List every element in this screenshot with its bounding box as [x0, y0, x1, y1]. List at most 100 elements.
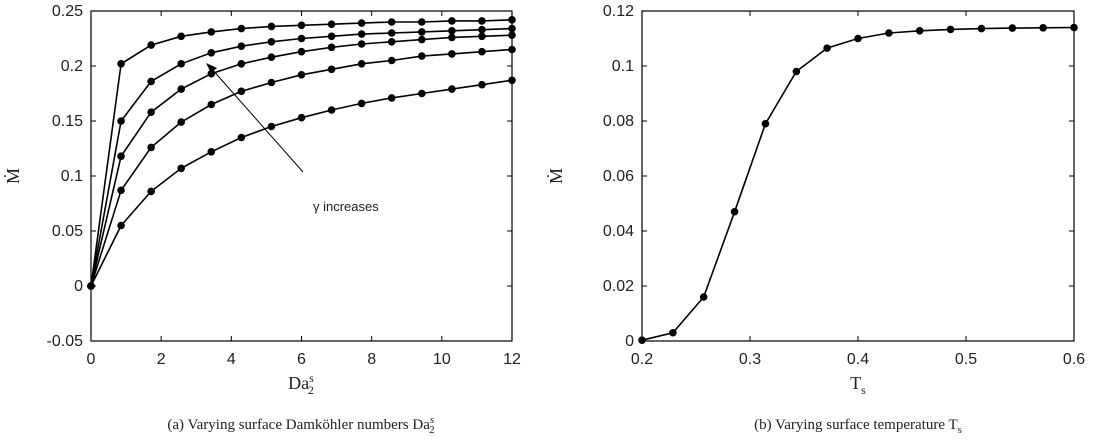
- panel-b-y-axis-label: Ṁ: [546, 168, 566, 184]
- data-point: [387, 29, 396, 37]
- panel-a-caption-sub: 2: [429, 424, 435, 436]
- series-line-1: [641, 26, 1075, 341]
- panel-a-series-layer: [87, 15, 516, 290]
- data-point: [357, 40, 366, 48]
- x-tick-label: 0.2: [631, 351, 653, 368]
- data-point: [327, 20, 336, 29]
- data-point: [508, 31, 516, 39]
- y-tick-label: 0.08: [603, 113, 634, 130]
- x-tick-label: 0: [87, 351, 96, 368]
- data-point: [387, 56, 396, 65]
- data-point: [387, 94, 396, 102]
- data-point: [1070, 23, 1078, 32]
- data-point: [207, 28, 216, 36]
- data-point: [448, 27, 456, 35]
- data-point: [147, 143, 155, 152]
- gamma-arrow-head: [206, 63, 217, 73]
- data-point: [117, 221, 125, 230]
- data-point: [699, 293, 708, 301]
- data-point: [448, 85, 456, 93]
- data-point: [508, 15, 516, 24]
- x-tick-label: 12: [503, 351, 521, 368]
- panel-b-caption-base: (b) Varying surface temperature T: [754, 417, 958, 433]
- panel-b-caption-sub: s: [958, 424, 962, 436]
- data-point: [177, 32, 185, 41]
- data-point: [207, 49, 216, 57]
- data-point: [448, 33, 456, 42]
- data-point: [792, 67, 801, 76]
- data-point: [669, 328, 677, 337]
- panel-b-x-label-base: T: [850, 373, 861, 393]
- panel-b-x-ticks: 0.2 0.3 0.4 0.5 0.6: [631, 11, 1085, 368]
- data-point: [297, 34, 306, 43]
- data-point: [207, 100, 216, 109]
- data-point: [915, 27, 924, 35]
- panel-b-caption: (b) Varying surface temperature Ts: [754, 417, 962, 436]
- data-point: [327, 106, 336, 114]
- data-point: [823, 44, 831, 52]
- panel-a-y-axis-label: Ṁ: [3, 168, 23, 184]
- panel-a-x-label-sup: s: [309, 371, 314, 385]
- data-point: [267, 122, 276, 131]
- data-point: [387, 38, 396, 46]
- x-tick-label: 0.6: [1063, 351, 1085, 368]
- data-point: [327, 65, 336, 74]
- panel-a-x-axis-label: Das 2: [288, 371, 314, 397]
- data-point: [418, 18, 426, 26]
- data-point: [508, 76, 516, 85]
- series-line-5: [90, 19, 513, 287]
- data-point: [448, 17, 456, 25]
- data-point: [297, 21, 306, 30]
- series-line-2: [90, 48, 513, 287]
- data-point: [147, 77, 155, 86]
- data-point: [946, 25, 955, 34]
- data-point: [117, 152, 125, 160]
- data-point: [1039, 23, 1047, 32]
- x-tick-label: 10: [433, 351, 451, 368]
- data-point: [854, 34, 862, 43]
- data-point: [267, 38, 276, 46]
- panel-a-caption: (a) Varying surface Damköhler numbers Da…: [167, 414, 434, 436]
- data-point: [147, 187, 155, 196]
- panel-a-caption-base: (a) Varying surface Damköhler numbers Da: [167, 417, 430, 433]
- y-tick-label: 0.15: [52, 113, 83, 130]
- data-point: [478, 80, 486, 89]
- x-tick-label: 2: [157, 351, 166, 368]
- data-point: [237, 24, 246, 33]
- data-point: [207, 69, 216, 78]
- y-tick-label: 0.12: [603, 3, 634, 20]
- data-point: [267, 22, 276, 31]
- data-point: [418, 52, 426, 60]
- data-point: [237, 42, 246, 50]
- data-point: [478, 32, 486, 41]
- data-point: [730, 207, 739, 216]
- data-point: [508, 45, 516, 54]
- gamma-increases-annotation: γ increases: [313, 199, 379, 214]
- panel-a-x-label-sub: 2: [308, 383, 314, 397]
- data-point: [177, 164, 185, 173]
- data-point: [117, 60, 125, 68]
- data-point: [177, 118, 185, 126]
- panel-b-y-ticks: 0 0.02 0.04 0.06 0.08 0.1 0.12: [603, 3, 1074, 350]
- panel-b-plot-frame: [641, 10, 1075, 342]
- data-point: [297, 113, 306, 122]
- data-point: [327, 32, 336, 41]
- x-tick-label: 0.5: [955, 351, 977, 368]
- panel-a-x-label-base: Da: [288, 373, 309, 393]
- data-point: [478, 17, 486, 25]
- data-point: [117, 117, 125, 125]
- data-point: [237, 133, 246, 142]
- y-tick-label: -0.05: [47, 333, 84, 350]
- data-point: [478, 47, 486, 56]
- x-tick-label: 4: [227, 351, 236, 368]
- y-tick-label: 0.1: [61, 168, 83, 185]
- data-point: [357, 30, 366, 38]
- gamma-arrow-shaft: [210, 67, 304, 173]
- y-tick-label: 0: [625, 333, 634, 350]
- y-tick-label: 0.02: [603, 278, 634, 295]
- data-point: [357, 19, 366, 27]
- y-tick-label: 0.05: [52, 223, 83, 240]
- data-point: [147, 41, 155, 49]
